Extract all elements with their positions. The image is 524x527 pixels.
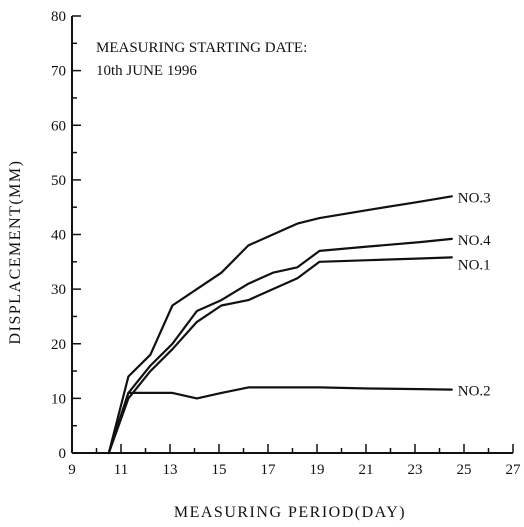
- series: NO.3 NO.4 NO.1 NO.2: [107, 190, 491, 455]
- x-tick-label: 23: [408, 462, 423, 478]
- series-line-no2: [107, 386, 453, 455]
- series-label-no1: NO.1: [458, 257, 491, 273]
- y-tick-label: 20: [51, 337, 66, 353]
- y-tick-label: 0: [59, 446, 67, 462]
- series-line-no3: [107, 195, 453, 455]
- y-axis-title: DISPLACEMENT(MM): [7, 160, 24, 345]
- y-tick-label: 70: [51, 64, 66, 80]
- x-tick-label: 9: [68, 462, 76, 478]
- y-tick-label: 80: [51, 9, 66, 25]
- series-label-no2: NO.2: [458, 384, 491, 400]
- series-label-no3: NO.3: [458, 190, 491, 206]
- annotation-line-2: 10th JUNE 1996: [96, 63, 197, 79]
- y-tick-label: 50: [51, 173, 66, 189]
- x-tick-label: 13: [163, 462, 178, 478]
- y-tick-label: 40: [51, 228, 66, 244]
- series-label-no4: NO.4: [458, 233, 491, 249]
- x-tick-label: 11: [114, 462, 128, 478]
- x-tick-label: 17: [261, 462, 277, 478]
- x-tick-label: 27: [506, 462, 522, 478]
- ticks: 0 10 20 30 40 50 60 70 80 9 11 13 15 17 19 21 23 25 27: [51, 9, 521, 478]
- x-tick-label: 21: [359, 462, 374, 478]
- series-line-no1: [107, 256, 453, 455]
- annotation: MEASURING STARTING DATE: 10th JUNE 1996: [96, 40, 307, 79]
- x-tick-label: 25: [457, 462, 472, 478]
- x-tick-label: 15: [212, 462, 227, 478]
- y-tick-label: 30: [51, 282, 66, 298]
- series-line-no4: [107, 237, 453, 455]
- y-tick-label: 60: [51, 118, 66, 134]
- y-tick-label: 10: [51, 391, 66, 407]
- x-axis-title: MEASURING PERIOD(DAY): [174, 504, 406, 521]
- annotation-line-1: MEASURING STARTING DATE:: [96, 40, 307, 56]
- x-tick-label: 19: [310, 462, 325, 478]
